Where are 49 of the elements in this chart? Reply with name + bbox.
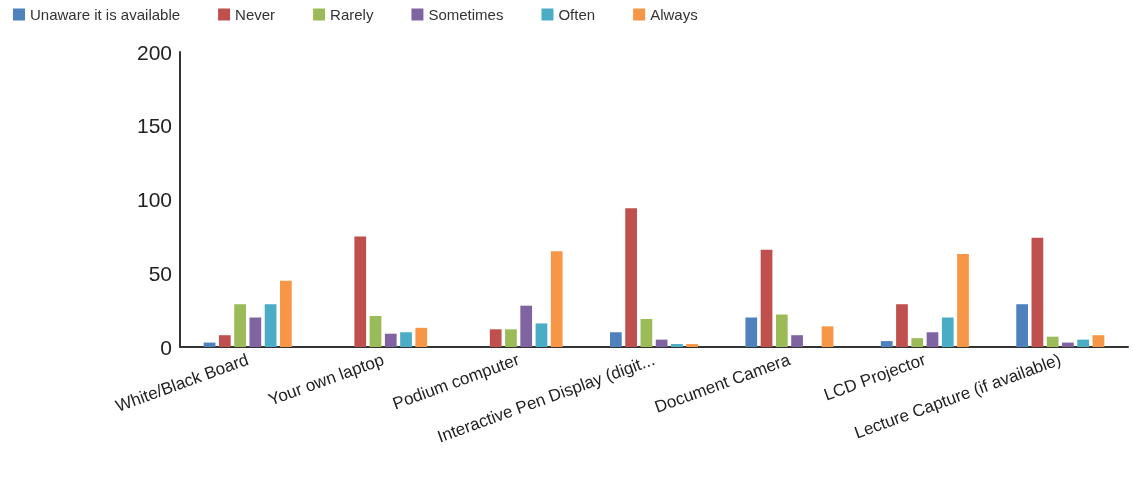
bar bbox=[520, 305, 533, 347]
bar bbox=[821, 326, 834, 347]
y-tick-label: 150 bbox=[136, 114, 172, 138]
bar bbox=[1046, 336, 1059, 347]
bar bbox=[505, 329, 517, 347]
bar bbox=[384, 333, 397, 347]
bar bbox=[354, 236, 367, 347]
bar bbox=[745, 317, 758, 347]
bar bbox=[489, 329, 502, 347]
bar bbox=[1062, 342, 1074, 347]
y-tick-label: 100 bbox=[136, 188, 172, 211]
bar bbox=[609, 332, 622, 347]
bar bbox=[625, 208, 637, 347]
bar bbox=[415, 327, 428, 347]
bar bbox=[686, 344, 699, 347]
bar bbox=[791, 335, 803, 347]
legend-label: Often bbox=[558, 6, 596, 23]
bar bbox=[249, 317, 262, 347]
bar bbox=[264, 304, 277, 347]
bar bbox=[896, 304, 908, 347]
legend-label: Sometimes bbox=[428, 6, 504, 23]
y-tick-label: 0 bbox=[160, 335, 172, 359]
bar bbox=[1092, 335, 1105, 347]
legend-label: Unaware it is available bbox=[30, 6, 181, 23]
bar bbox=[279, 280, 292, 347]
bar bbox=[1031, 237, 1044, 347]
y-tick-label: 200 bbox=[136, 40, 172, 64]
bar bbox=[550, 251, 563, 347]
bar bbox=[1016, 304, 1029, 347]
bar bbox=[760, 249, 773, 347]
bar bbox=[775, 314, 788, 347]
bar bbox=[957, 254, 969, 347]
bar bbox=[880, 341, 893, 347]
legend-label: Never bbox=[235, 6, 276, 23]
bar bbox=[926, 332, 939, 347]
legend-label: Always bbox=[650, 6, 698, 23]
legend-label: Rarely bbox=[330, 6, 374, 23]
bar bbox=[400, 332, 412, 347]
bar bbox=[234, 304, 246, 347]
bar bbox=[941, 317, 954, 347]
x-tick-label: Your own laptop bbox=[265, 350, 387, 410]
bar bbox=[640, 318, 653, 347]
bar bbox=[671, 344, 683, 347]
bar bbox=[218, 335, 231, 347]
bar bbox=[369, 316, 382, 347]
bar bbox=[535, 323, 548, 347]
bar bbox=[1077, 339, 1090, 347]
y-tick-label: 50 bbox=[148, 261, 172, 285]
bar bbox=[911, 338, 924, 347]
